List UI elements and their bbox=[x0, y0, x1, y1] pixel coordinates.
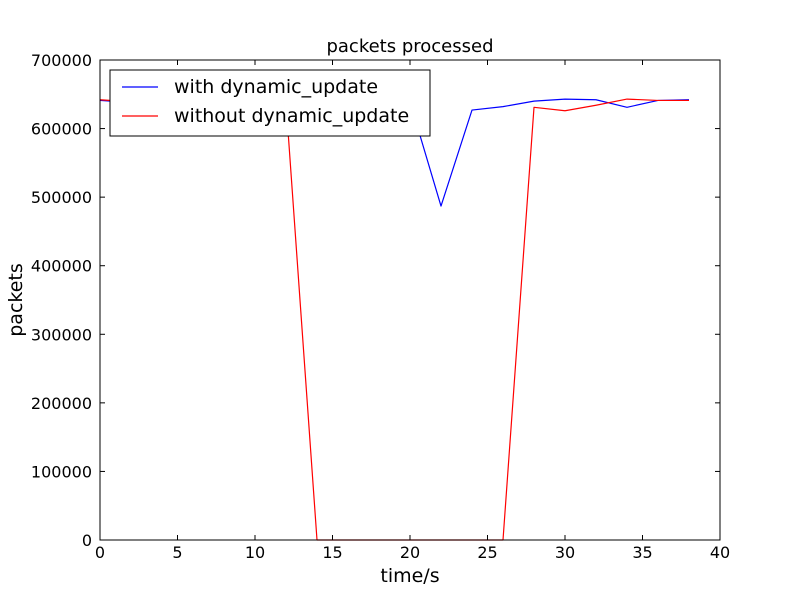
x-tick-label: 35 bbox=[632, 543, 652, 562]
y-tick-label: 400000 bbox=[31, 257, 92, 276]
x-axis-label: time/s bbox=[380, 565, 439, 587]
legend: with dynamic_update without dynamic_upda… bbox=[109, 69, 431, 137]
y-tick-label: 200000 bbox=[31, 394, 92, 413]
y-tick-label: 100000 bbox=[31, 462, 92, 481]
chart-title: packets processed bbox=[326, 36, 493, 57]
legend-label-with: with dynamic_update bbox=[174, 76, 378, 98]
x-tick-label: 0 bbox=[95, 543, 105, 562]
y-tick-label: 700000 bbox=[31, 51, 92, 70]
y-tick-label: 500000 bbox=[31, 188, 92, 207]
y-tick-label: 300000 bbox=[31, 325, 92, 344]
x-tick-label: 15 bbox=[322, 543, 342, 562]
x-tick-label: 25 bbox=[477, 543, 497, 562]
y-tick-label: 0 bbox=[82, 531, 92, 550]
x-tick-label: 20 bbox=[400, 543, 420, 562]
x-tick-label: 30 bbox=[555, 543, 575, 562]
x-tick-label: 40 bbox=[710, 543, 730, 562]
x-tick-label: 10 bbox=[245, 543, 265, 562]
ticks-layer: 0 5 10 15 20 25 30 35 40 0 100000 200000 300000 40000… bbox=[31, 51, 730, 562]
x-tick-label: 5 bbox=[172, 543, 182, 562]
legend-box bbox=[109, 69, 431, 137]
y-axis-label: packets bbox=[5, 263, 27, 337]
legend-label-without: without dynamic_update bbox=[174, 105, 409, 127]
y-tick-label: 600000 bbox=[31, 120, 92, 139]
